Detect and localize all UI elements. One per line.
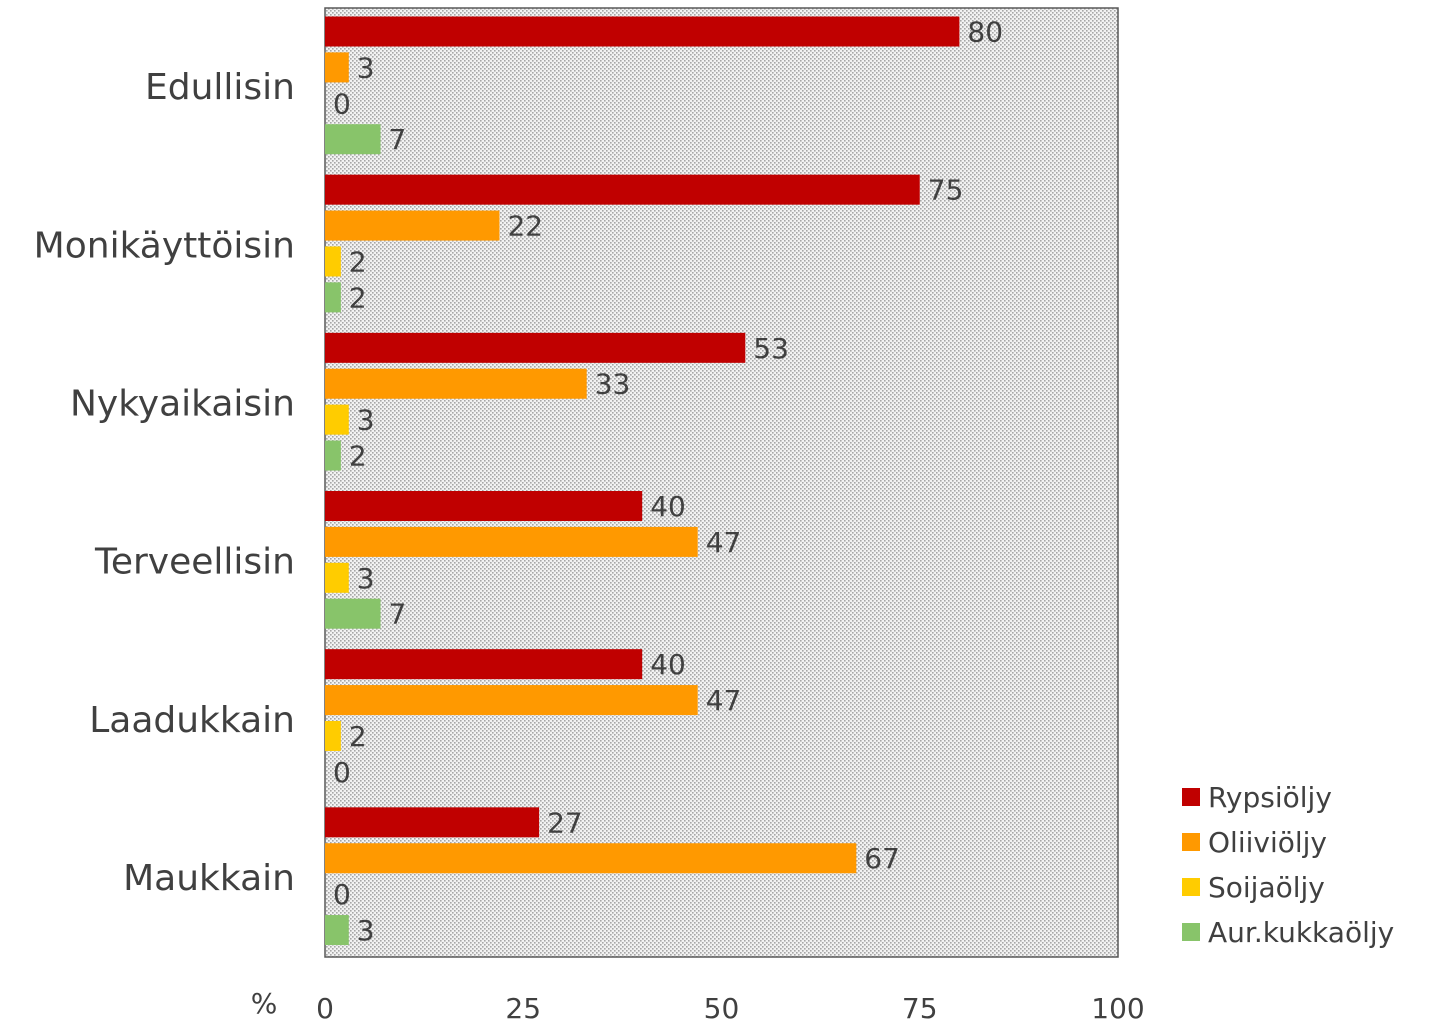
bar-rypsioljy-nykyaikaisin	[325, 332, 746, 363]
legend-label-soijaoljy: Soijaöljy	[1208, 871, 1325, 904]
legend-swatch-aur-kukkaoljy	[1182, 923, 1200, 941]
value-label-aur-kukkaoljy-laadukkain: 0	[333, 756, 351, 789]
bar-rypsioljy-edullisin	[325, 16, 960, 47]
legend-swatch-oliivioljy	[1182, 833, 1200, 851]
value-label-oliivioljy-monikayttoisin: 22	[507, 210, 543, 243]
bar-rypsioljy-maukkain	[325, 807, 540, 838]
bar-aur-kukkaoljy-nykyaikaisin	[325, 440, 341, 471]
category-label-edullisin: Edullisin	[145, 67, 295, 108]
value-label-oliivioljy-maukkain: 67	[864, 842, 900, 875]
bar-aur-kukkaoljy-maukkain	[325, 915, 349, 946]
bar-aur-kukkaoljy-edullisin	[325, 124, 381, 155]
value-label-rypsioljy-monikayttoisin: 75	[928, 174, 964, 207]
x-tick-label-25: 25	[505, 992, 541, 1022]
bar-oliivioljy-edullisin	[325, 52, 349, 83]
value-label-soijaoljy-terveellisin: 3	[357, 562, 375, 595]
legend-label-rypsioljy: Rypsiöljy	[1208, 781, 1332, 814]
x-tick-label-0: 0	[316, 992, 334, 1022]
category-label-maukkain: Maukkain	[123, 858, 295, 899]
plot-area	[324, 7, 1119, 958]
value-label-rypsioljy-maukkain: 27	[547, 806, 583, 839]
x-tick-label-75: 75	[902, 992, 938, 1022]
legend-label-aur-kukkaoljy: Aur.kukkaöljy	[1208, 916, 1394, 949]
bar-soijaoljy-terveellisin	[325, 562, 349, 593]
x-axis-unit-label: %	[251, 987, 278, 1020]
category-labels-group: Edullisin Monikäyttöisin Nykyaikaisin Terve…	[34, 67, 295, 899]
bar-oliivioljy-maukkain	[325, 843, 857, 874]
bars-group	[325, 16, 960, 946]
value-label-oliivioljy-edullisin: 3	[357, 51, 375, 84]
bar-oliivioljy-monikayttoisin	[325, 210, 500, 241]
value-label-aur-kukkaoljy-terveellisin: 7	[389, 598, 407, 631]
value-label-rypsioljy-terveellisin: 40	[650, 490, 686, 523]
bar-rypsioljy-laadukkain	[325, 649, 643, 680]
value-label-soijaoljy-edullisin: 0	[333, 87, 351, 120]
value-label-aur-kukkaoljy-edullisin: 7	[389, 123, 407, 156]
bar-soijaoljy-nykyaikaisin	[325, 404, 349, 435]
value-label-rypsioljy-edullisin: 80	[967, 16, 1003, 49]
bar-rypsioljy-monikayttoisin	[325, 174, 920, 205]
bar-aur-kukkaoljy-monikayttoisin	[325, 282, 341, 313]
value-label-soijaoljy-maukkain: 0	[333, 878, 351, 911]
bar-soijaoljy-laadukkain	[325, 720, 341, 751]
category-label-terveellisin: Terveellisin	[94, 542, 295, 583]
category-label-monikayttoisin: Monikäyttöisin	[34, 225, 295, 266]
legend-label-oliivioljy: Oliiviöljy	[1208, 826, 1327, 859]
value-label-rypsioljy-laadukkain: 40	[650, 648, 686, 681]
value-label-aur-kukkaoljy-maukkain: 3	[357, 914, 375, 947]
legend-swatch-rypsioljy	[1182, 788, 1200, 806]
value-label-aur-kukkaoljy-nykyaikaisin: 2	[349, 440, 367, 473]
value-label-soijaoljy-nykyaikaisin: 3	[357, 404, 375, 437]
legend-swatch-soijaoljy	[1182, 878, 1200, 896]
bar-oliivioljy-terveellisin	[325, 526, 698, 557]
category-label-nykyaikaisin: Nykyaikaisin	[70, 383, 295, 424]
bar-rypsioljy-terveellisin	[325, 491, 643, 521]
value-label-oliivioljy-laadukkain: 47	[706, 684, 742, 717]
bar-aur-kukkaoljy-terveellisin	[325, 598, 381, 629]
category-label-laadukkain: Laadukkain	[89, 700, 295, 741]
value-label-rypsioljy-nykyaikaisin: 53	[753, 332, 789, 365]
x-tick-label-100: 100	[1091, 992, 1144, 1022]
bar-soijaoljy-monikayttoisin	[325, 246, 341, 277]
value-label-oliivioljy-terveellisin: 47	[706, 526, 742, 559]
value-label-oliivioljy-nykyaikaisin: 33	[595, 368, 631, 401]
x-axis: % 0 25 50 75 100	[251, 987, 1145, 1022]
bar-oliivioljy-laadukkain	[325, 685, 698, 716]
value-label-aur-kukkaoljy-monikayttoisin: 2	[349, 281, 367, 314]
value-label-soijaoljy-laadukkain: 2	[349, 720, 367, 753]
x-tick-label-50: 50	[704, 992, 740, 1022]
value-label-soijaoljy-monikayttoisin: 2	[349, 245, 367, 278]
legend: Rypsiöljy Oliiviöljy Soijaöljy Aur.kukkaölj…	[1182, 781, 1394, 949]
bar-oliivioljy-nykyaikaisin	[325, 368, 587, 399]
